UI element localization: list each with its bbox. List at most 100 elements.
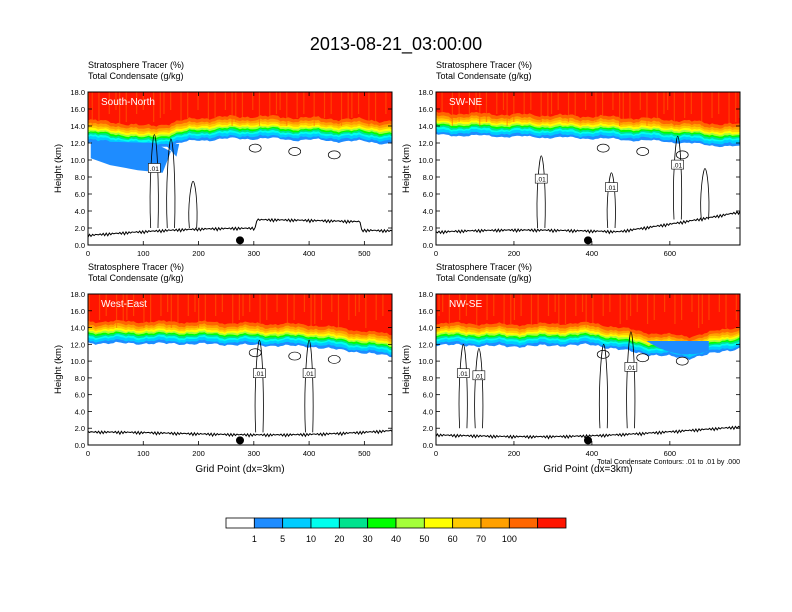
tracer-streak [622, 92, 624, 122]
tracer-streak [581, 294, 584, 312]
y-tick-label: 0.0 [75, 241, 85, 250]
tracer-streak [235, 92, 237, 122]
tracer-streak [537, 294, 539, 324]
tracer-streak [143, 294, 145, 328]
panel-label: NW-SE [449, 299, 482, 310]
condensate-contour [626, 331, 636, 429]
colorbar-label: 50 [419, 534, 429, 544]
panel-label: SW-NE [449, 97, 482, 108]
tracer-streak [132, 294, 135, 316]
y-tick-label: 14.0 [70, 324, 85, 333]
colorbar-label: 5 [280, 534, 285, 544]
y-tick-label: 2.0 [75, 224, 85, 233]
tracer-streak [119, 92, 121, 126]
y-tick-label: 0.0 [75, 441, 85, 450]
terrain-line [88, 429, 392, 438]
x-tick-label: 200 [508, 249, 521, 258]
x-tick-label: 400 [586, 249, 599, 258]
y-tick-label: 18.0 [418, 290, 433, 299]
panel-header-condensate: Total Condensate (g/kg) [436, 273, 532, 283]
tracer-streak [547, 92, 549, 118]
contour-label-box [605, 182, 618, 192]
condensate-contour [598, 343, 609, 429]
panel-header-condensate: Total Condensate (g/kg) [88, 273, 184, 283]
y-tick-label: 2.0 [423, 424, 433, 433]
tracer-streak [242, 294, 244, 316]
tracer-streak [735, 294, 737, 320]
x-tick-label: 400 [586, 449, 599, 458]
tracer-streak [442, 294, 444, 312]
tracer-streak [215, 294, 217, 316]
tracer-streak [279, 92, 281, 110]
contour-label: .01 [255, 371, 264, 378]
y-tick-label: 6.0 [423, 391, 433, 400]
colorbar-label: 1 [252, 534, 257, 544]
tracer-streak [690, 92, 692, 114]
tracer-streak [601, 92, 604, 118]
x-tick-label: 500 [358, 449, 371, 458]
tracer-streak [554, 294, 556, 312]
x-tick-label: 100 [137, 249, 150, 258]
colorbar-swatch [395, 517, 425, 529]
tracer-streak [160, 294, 162, 316]
colorbar-swatch [310, 517, 340, 529]
x-tick-label: 300 [248, 449, 261, 458]
tracer-streak [585, 294, 587, 328]
y-axis-label: Height (km) [401, 144, 412, 193]
colorbar-label: 70 [476, 534, 486, 544]
panel-header-condensate: Total Condensate (g/kg) [436, 71, 532, 81]
tracer-streak [347, 92, 349, 122]
location-marker [236, 236, 244, 245]
troposphere-region [436, 343, 740, 445]
tracer-streak [738, 92, 740, 118]
tracer-streak [159, 92, 161, 118]
tracer-streak [150, 294, 152, 324]
tracer-streak [337, 294, 340, 328]
location-marker [584, 236, 592, 245]
plot-area: .01 .01 .01 [436, 294, 740, 445]
tracer-streak [170, 92, 172, 110]
condensate-contour [458, 343, 468, 429]
tracer-streak [567, 92, 570, 122]
colorbar-label: 40 [391, 534, 401, 544]
tracer-streak [718, 294, 720, 312]
y-tick-label: 10.0 [70, 156, 85, 165]
colorbar-swatch [537, 517, 567, 529]
x-tick-label: 300 [248, 249, 261, 258]
tracer-streak [180, 92, 182, 122]
x-tick-label: 0 [86, 449, 90, 458]
tracer-streak [354, 294, 357, 316]
tracer-streak [303, 92, 305, 114]
tracer-streak [115, 92, 117, 110]
contour-label: .01 [537, 177, 546, 184]
tracer-streak [448, 294, 450, 328]
x-tick-label: 200 [192, 449, 205, 458]
tracer-streak [451, 92, 454, 126]
contour-label: .01 [626, 365, 635, 372]
y-tick-label: 6.0 [75, 190, 85, 199]
tracer-streak [513, 294, 516, 320]
x-tick-label: 100 [137, 449, 150, 458]
contour-label: .01 [474, 373, 483, 380]
tracer-streak [664, 294, 666, 312]
tracer-streak [126, 294, 128, 320]
y-tick-label: 16.0 [70, 307, 85, 316]
tracer-streak [459, 294, 461, 320]
tracer-streak [486, 294, 488, 320]
plot-area: .01 .01 .01 [436, 92, 740, 245]
tracer-streak [163, 92, 165, 114]
location-marker [584, 436, 592, 445]
condensate-contour [636, 147, 650, 156]
contour-label: .01 [673, 163, 682, 170]
tracer-streak [574, 92, 576, 118]
tracer-streak [479, 92, 481, 126]
tracer-streak [204, 294, 206, 324]
tracer-streak [691, 294, 693, 312]
tracer-streak [115, 294, 118, 328]
condensate-contour [248, 348, 262, 358]
condensate-contour [596, 350, 610, 359]
tracer-streak [513, 92, 515, 122]
y-tick-label: 12.0 [418, 340, 433, 349]
panel-header-condensate: Total Condensate (g/kg) [88, 71, 184, 81]
colorbar-swatch [338, 517, 369, 529]
